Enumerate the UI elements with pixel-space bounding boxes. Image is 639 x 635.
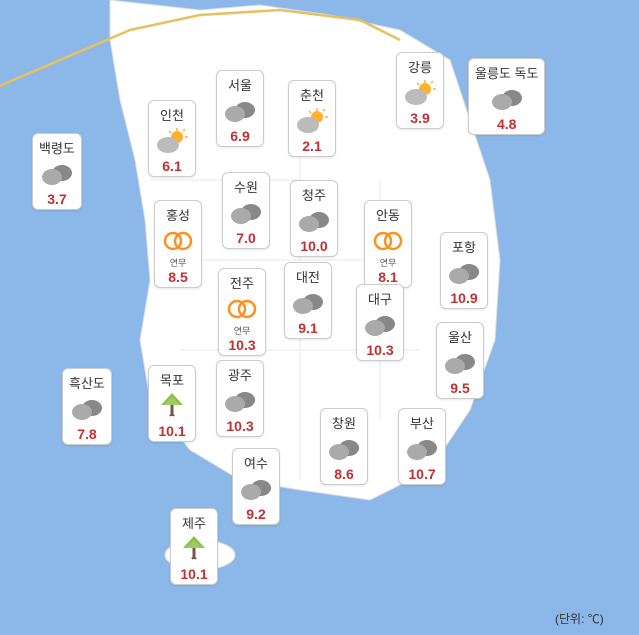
temperature-value: 2.1: [295, 138, 329, 154]
cloudy-icon: [69, 394, 105, 424]
weather-card-seoul[interactable]: 서울 6.9: [216, 70, 264, 147]
cloudy-icon: [39, 159, 75, 189]
cloudy-icon: [327, 434, 361, 464]
cloudy-icon: [229, 198, 263, 228]
temperature-value: 10.3: [223, 418, 257, 434]
temperature-value: 3.9: [403, 110, 437, 126]
haze-icon: [371, 226, 405, 256]
weather-card-daejeon[interactable]: 대전 9.1: [284, 262, 332, 339]
partly-sunny-icon: [155, 126, 189, 156]
temperature-value: 10.1: [155, 423, 189, 439]
city-name: 여수: [239, 453, 273, 472]
weather-card-baengnyeong[interactable]: 백령도 3.7: [32, 133, 82, 210]
weather-card-gwangju[interactable]: 광주 10.3: [216, 360, 264, 437]
weather-card-changwon[interactable]: 창원 8.6: [320, 408, 368, 485]
city-name: 서울: [223, 75, 257, 94]
temperature-value: 9.1: [291, 320, 325, 336]
city-name: 전주: [225, 273, 259, 292]
cloudy-icon: [297, 206, 331, 236]
cloudy-icon: [223, 96, 257, 126]
city-name: 울릉도 독도: [475, 63, 538, 82]
weather-sublabel: 연무: [161, 256, 195, 269]
weather-card-yeosu[interactable]: 여수 9.2: [232, 448, 280, 525]
city-name: 홍성: [161, 205, 195, 224]
temperature-value: 10.7: [405, 466, 439, 482]
city-name: 청주: [297, 185, 331, 204]
temperature-value: 8.5: [161, 269, 195, 285]
temperature-value: 9.5: [443, 380, 477, 396]
city-name: 창원: [327, 413, 361, 432]
weather-sublabel: 연무: [225, 324, 259, 337]
city-name: 춘천: [295, 85, 329, 104]
cloudy-icon: [363, 310, 397, 340]
cloudy-icon: [239, 474, 273, 504]
weather-card-ulleung[interactable]: 울릉도 독도 4.8: [468, 58, 545, 135]
weather-card-ulsan[interactable]: 울산 9.5: [436, 322, 484, 399]
weather-card-cheongju[interactable]: 청주 10.0: [290, 180, 338, 257]
weather-card-incheon[interactable]: 인천 6.1: [148, 100, 196, 177]
city-name: 광주: [223, 365, 257, 384]
temperature-value: 10.3: [225, 337, 259, 353]
weather-card-mokpo[interactable]: 목포 10.1: [148, 365, 196, 442]
city-name: 대전: [291, 267, 325, 286]
temperature-value: 10.3: [363, 342, 397, 358]
cloudy-icon: [405, 434, 439, 464]
city-name: 안동: [371, 205, 405, 224]
weather-card-suwon[interactable]: 수원 7.0: [222, 172, 270, 249]
weather-card-jeju[interactable]: 제주 10.1: [170, 508, 218, 585]
temperature-value: 10.9: [447, 290, 481, 306]
weather-card-hongseong[interactable]: 홍성연무8.5: [154, 200, 202, 288]
haze-icon: [225, 294, 259, 324]
temperature-value: 10.1: [177, 566, 211, 582]
temperature-value: 7.8: [69, 426, 105, 442]
weather-card-daegu[interactable]: 대구 10.3: [356, 284, 404, 361]
weather-card-chuncheon[interactable]: 춘천 2.1: [288, 80, 336, 157]
weather-sublabel: 연무: [371, 256, 405, 269]
haze-icon: [161, 226, 195, 256]
temperature-value: 3.7: [39, 191, 75, 207]
temperature-value: 6.1: [155, 158, 189, 174]
temperature-value: 7.0: [229, 230, 263, 246]
temperature-value: 8.6: [327, 466, 361, 482]
partly-sunny-icon: [403, 78, 437, 108]
temperature-value: 10.0: [297, 238, 331, 254]
temperature-value: 9.2: [239, 506, 273, 522]
weather-card-jeonju[interactable]: 전주연무10.3: [218, 268, 266, 356]
cloudy-icon: [475, 84, 538, 114]
city-name: 제주: [177, 513, 211, 532]
city-name: 울산: [443, 327, 477, 346]
city-name: 포항: [447, 237, 481, 256]
weather-card-pohang[interactable]: 포항 10.9: [440, 232, 488, 309]
city-name: 인천: [155, 105, 189, 124]
temperature-value: 8.1: [371, 269, 405, 285]
weather-card-heuksando[interactable]: 흑산도 7.8: [62, 368, 112, 445]
temperature-value: 6.9: [223, 128, 257, 144]
cloudy-icon: [447, 258, 481, 288]
cloudy-icon: [291, 288, 325, 318]
city-name: 목포: [155, 370, 189, 389]
city-name: 강릉: [403, 57, 437, 76]
city-name: 수원: [229, 177, 263, 196]
temperature-value: 4.8: [475, 116, 538, 132]
unit-label: (단위: ℃): [555, 610, 604, 627]
weather-card-andong[interactable]: 안동연무8.1: [364, 200, 412, 288]
partly-sunny-icon: [295, 106, 329, 136]
weather-card-gangneung[interactable]: 강릉 3.9: [396, 52, 444, 129]
cloudy-icon: [223, 386, 257, 416]
city-name: 백령도: [39, 138, 75, 157]
city-name: 흑산도: [69, 373, 105, 392]
rain-icon: [177, 534, 211, 564]
cloudy-icon: [443, 348, 477, 378]
city-name: 부산: [405, 413, 439, 432]
weather-card-busan[interactable]: 부산 10.7: [398, 408, 446, 485]
rain-icon: [155, 391, 189, 421]
city-name: 대구: [363, 289, 397, 308]
